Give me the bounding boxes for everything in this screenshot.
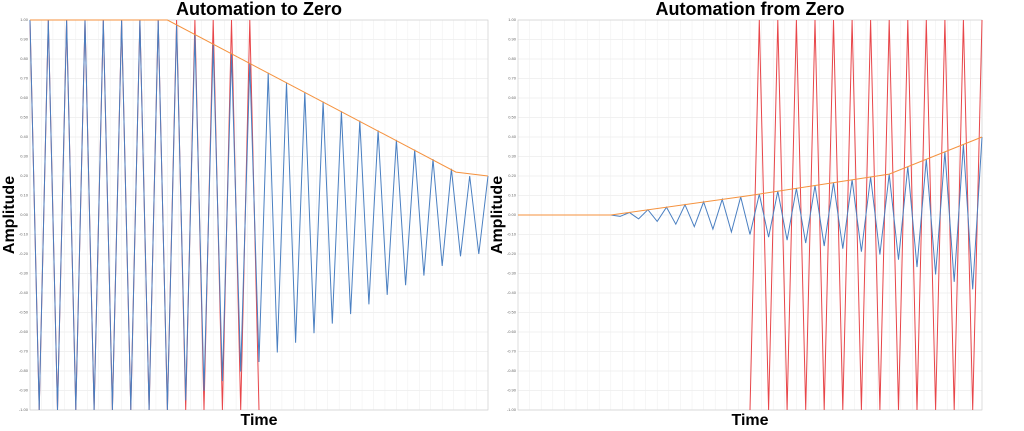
y-tick-label: 0.00 [20,212,29,217]
x-axis-label: Time [731,412,768,429]
chart-title: Automation to Zero [176,0,342,19]
y-tick-label: -0.30 [19,271,29,276]
y-tick-label: 1.00 [508,17,517,22]
y-tick-label: 0.90 [508,37,517,42]
y-tick-label: -0.30 [507,271,517,276]
y-tick-label: -0.40 [19,290,29,295]
y-tick-label: 0.50 [508,115,517,120]
y-tick-label: -0.60 [19,329,29,334]
y-tick-label: 1.00 [20,17,29,22]
y-tick-label: -0.10 [19,232,29,237]
y-tick-label: 0.40 [20,134,29,139]
y-tick-label: -0.70 [19,349,29,354]
y-tick-label: 0.10 [20,193,29,198]
y-tick-label: 0.70 [508,76,517,81]
y-tick-label: 0.00 [508,212,517,217]
y-tick-label: 0.90 [20,37,29,42]
y-tick-label: -0.70 [507,349,517,354]
y-tick-label: -0.60 [507,329,517,334]
y-tick-label: -0.50 [19,310,29,315]
y-tick-label: -1.00 [19,407,29,412]
series-line [30,19,489,177]
y-tick-label: 0.80 [508,56,517,61]
y-tick-label: -0.90 [19,388,29,393]
series-line [518,136,983,216]
y-tick-label: 0.30 [20,154,29,159]
y-tick-label: 0.60 [20,95,29,100]
y-tick-label: -0.80 [19,368,29,373]
y-tick-label: 0.40 [508,134,517,139]
y-tick-label: 0.80 [20,56,29,61]
chart-title: Automation from Zero [656,0,845,19]
y-tick-label: -0.10 [507,232,517,237]
y-tick-label: -0.50 [507,310,517,315]
y-tick-label: -0.20 [507,251,517,256]
y-tick-label: 0.20 [508,173,517,178]
series-line [518,136,983,290]
y-tick-label: 0.10 [508,193,517,198]
x-axis-label: Time [240,412,277,429]
y-tick-label: -0.80 [507,368,517,373]
y-tick-label: -1.00 [507,407,517,412]
y-tick-label: 0.30 [508,154,517,159]
y-tick-label: -0.20 [19,251,29,256]
y-axis-label: Amplitude [489,176,506,254]
y-tick-label: 0.70 [20,76,29,81]
y-tick-label: 0.20 [20,173,29,178]
series-line [29,19,489,411]
y-tick-label: -0.90 [507,388,517,393]
y-axis-label: Amplitude [1,176,18,254]
y-tick-label: 0.50 [20,115,29,120]
y-tick-label: -0.40 [507,290,517,295]
y-tick-label: 0.60 [508,95,517,100]
